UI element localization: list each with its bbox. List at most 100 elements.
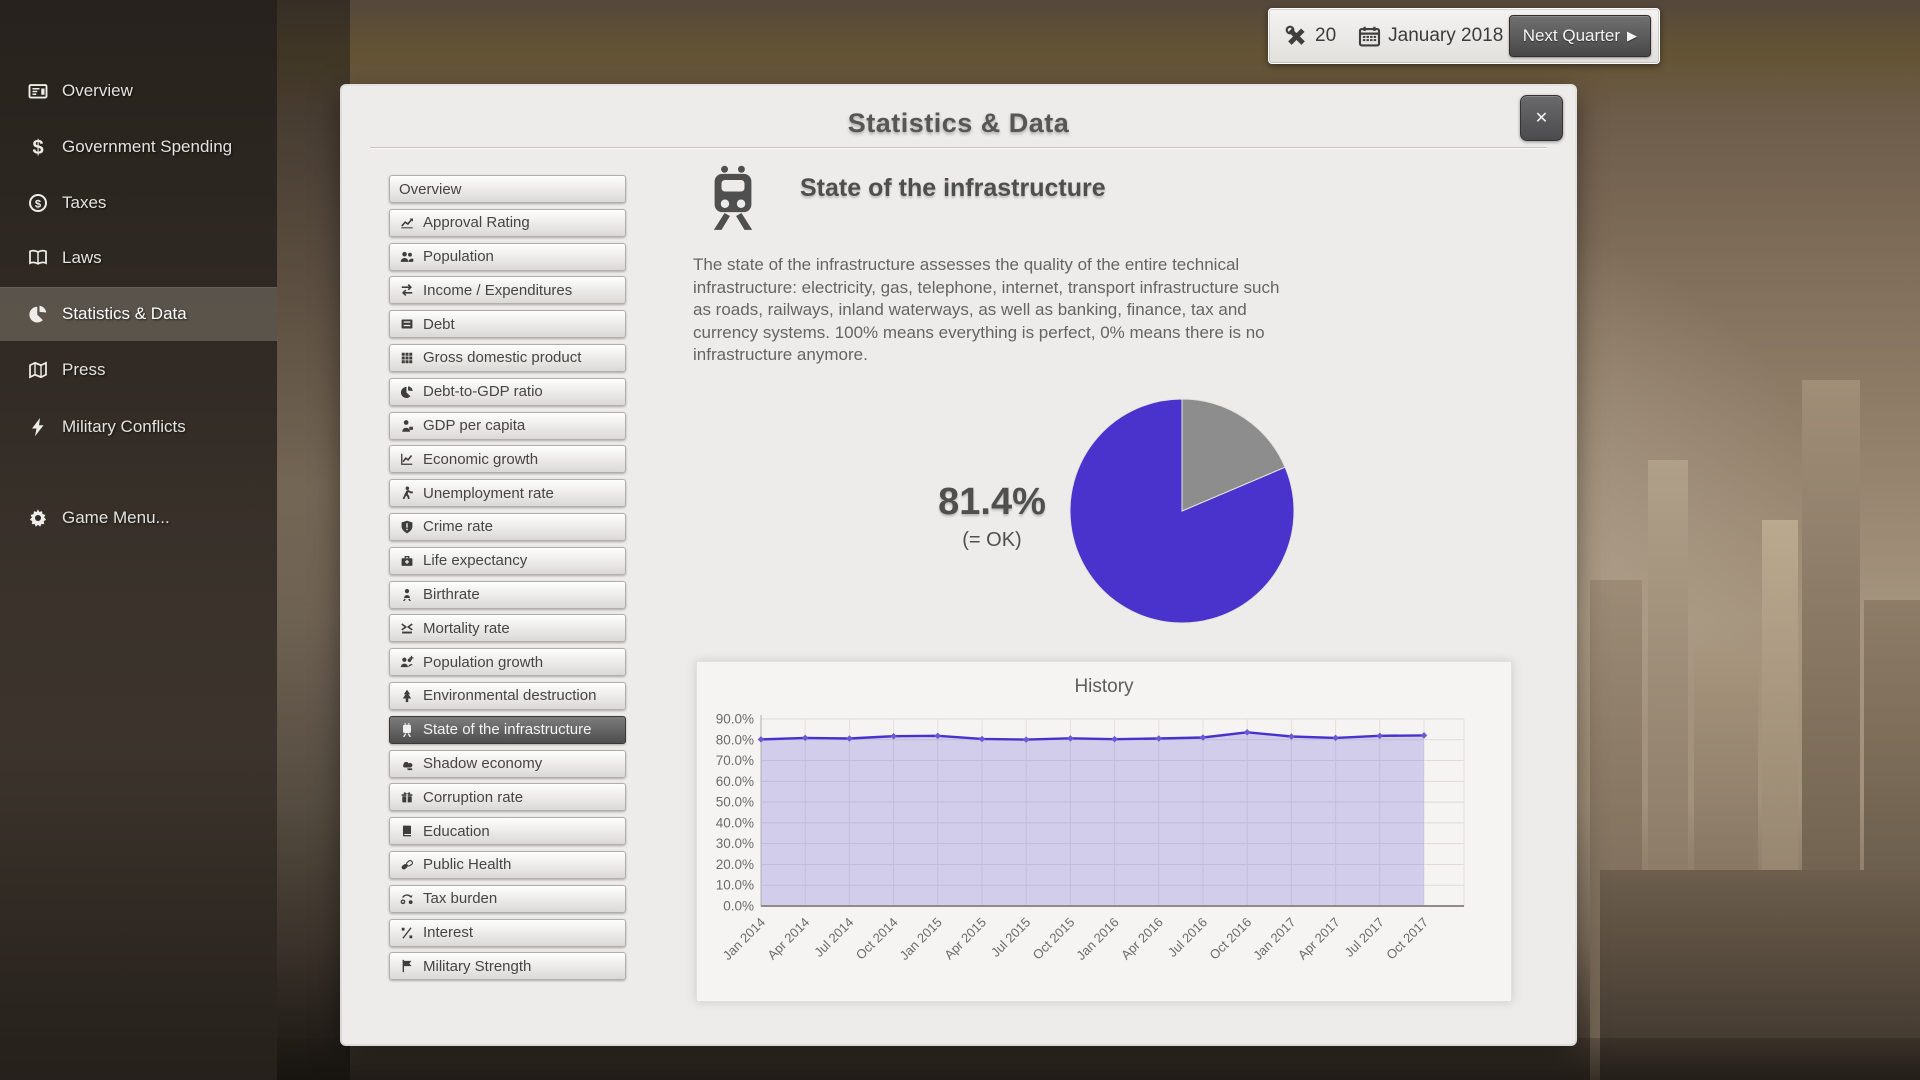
chart-up-icon <box>399 216 415 230</box>
stat-button-label: Tax burden <box>423 890 498 908</box>
svg-text:40.0%: 40.0% <box>716 815 754 830</box>
stat-button-shadow-economy[interactable]: Shadow economy <box>389 749 626 778</box>
stat-button-military-strength[interactable]: Military Strength <box>389 952 626 981</box>
stat-button-crime-rate[interactable]: Crime rate <box>389 512 626 541</box>
svg-text:10.0%: 10.0% <box>716 878 754 893</box>
coin-icon: $ <box>24 193 52 213</box>
stat-button-approval-rating[interactable]: Approval Rating <box>389 208 626 237</box>
svg-text:Oct 2017: Oct 2017 <box>1383 915 1431 963</box>
stat-button-population-growth[interactable]: Population growth <box>389 648 626 677</box>
svg-text:50.0%: 50.0% <box>716 795 754 810</box>
stat-button-label: Shadow economy <box>423 755 543 773</box>
mortality-icon <box>399 621 415 635</box>
gear-icon <box>24 508 52 528</box>
stat-button-label: Birthrate <box>423 586 480 604</box>
stat-button-unemployment-rate[interactable]: Unemployment rate <box>389 479 626 508</box>
stat-button-environmental-destruction[interactable]: Environmental destruction <box>389 681 626 710</box>
svg-text:Jan 2014: Jan 2014 <box>720 915 768 963</box>
stat-button-education[interactable]: Education <box>389 817 626 846</box>
stat-button-state-of-the-infrastructure[interactable]: State of the infrastructure <box>389 715 626 744</box>
history-chart-title: History <box>1074 676 1134 697</box>
sidebar-item-label: Press <box>62 360 106 379</box>
sidebar-item-label: Laws <box>62 248 102 267</box>
stat-button-label: Population growth <box>423 653 544 671</box>
sidebar-item-label: Government Spending <box>62 137 233 156</box>
stat-button-gross-domestic-product[interactable]: Gross domestic product <box>389 343 626 372</box>
line-chart-icon <box>399 452 415 466</box>
swap-icon <box>399 283 415 297</box>
stat-button-public-health[interactable]: Public Health <box>389 850 626 879</box>
stat-button-tax-burden[interactable]: Tax burden <box>389 884 626 913</box>
drawer-icon <box>399 317 415 331</box>
tools-icon <box>1285 25 1308 48</box>
stat-button-corruption-rate[interactable]: Corruption rate <box>389 783 626 812</box>
sidebar: Overview $ Government Spending $ Taxes Laws St… <box>0 0 277 1080</box>
stat-button-population[interactable]: Population <box>389 242 626 271</box>
statistics-dialog: Statistics & Data ✕ Overview Approval Rat… <box>342 86 1575 1044</box>
svg-text:Apr 2014: Apr 2014 <box>764 915 812 963</box>
stat-button-debt-to-gdp-ratio[interactable]: Debt-to-GDP ratio <box>389 377 626 406</box>
stat-button-gdp-per-capita[interactable]: GDP per capita <box>389 411 626 440</box>
stat-button-life-expectancy[interactable]: Life expectancy <box>389 546 626 575</box>
svg-text:Oct 2015: Oct 2015 <box>1030 915 1078 963</box>
stat-button-debt[interactable]: Debt <box>389 310 626 339</box>
svg-text:Oct 2016: Oct 2016 <box>1206 915 1254 963</box>
stat-button-interest[interactable]: Interest <box>389 918 626 947</box>
stat-button-label: Corruption rate <box>423 788 524 806</box>
sidebar-item-government-spending[interactable]: $ Government Spending <box>0 120 277 174</box>
svg-text:Jul 2017: Jul 2017 <box>1342 915 1387 960</box>
stat-button-label: Interest <box>423 924 474 942</box>
svg-text:$: $ <box>32 137 43 157</box>
sidebar-item-label: Game Menu... <box>62 508 170 527</box>
percent-arrow-icon <box>399 892 415 906</box>
stat-button-label: Mortality rate <box>423 619 510 637</box>
calendar-icon <box>1358 25 1381 48</box>
cloud-factory-icon <box>399 757 415 771</box>
sidebar-item-military-conflicts[interactable]: Military Conflicts <box>0 400 277 454</box>
sidebar-item-statistics-data[interactable]: Statistics & Data <box>0 287 277 341</box>
stat-button-economic-growth[interactable]: Economic growth <box>389 445 626 474</box>
svg-text:Oct 2014: Oct 2014 <box>853 915 901 963</box>
stat-button-label: Population <box>423 248 494 266</box>
sidebar-item-laws[interactable]: Laws <box>0 231 277 285</box>
sidebar-item-overview[interactable]: Overview <box>0 64 277 118</box>
svg-text:Jan 2017: Jan 2017 <box>1250 915 1298 963</box>
train-icon <box>710 164 756 237</box>
stat-button-mortality-rate[interactable]: Mortality rate <box>389 614 626 643</box>
svg-text:Apr 2017: Apr 2017 <box>1295 915 1343 963</box>
sidebar-item-label: Statistics & Data <box>62 304 187 323</box>
sidebar-item-game-menu[interactable]: Game Menu... <box>0 491 277 545</box>
dollar-icon: $ <box>24 137 52 157</box>
next-quarter-label: Next Quarter <box>1522 26 1620 45</box>
stat-button-overview[interactable]: Overview <box>389 175 626 203</box>
tools-count-value: 20 <box>1315 25 1337 46</box>
svg-text:Jan 2015: Jan 2015 <box>896 915 944 963</box>
stat-button-label: Economic growth <box>423 450 539 468</box>
stat-description: The state of the infrastructure assesses… <box>693 255 1280 365</box>
next-quarter-button[interactable]: Next Quarter ▶ <box>1508 15 1651 57</box>
person-box-icon <box>399 419 415 433</box>
map-icon <box>24 360 52 380</box>
background-foreground <box>0 1038 1920 1080</box>
stat-heading: State of the infrastructure <box>800 174 1106 202</box>
stat-button-label: Gross domestic product <box>423 349 582 367</box>
sidebar-item-taxes[interactable]: $ Taxes <box>0 176 277 230</box>
stat-button-income-expenditures[interactable]: Income / Expenditures <box>389 276 626 305</box>
shield-icon <box>399 520 415 534</box>
history-panel: History 0.0% 10.0% 20.0% 30.0% 40.0% 50.0% 60.… <box>696 661 1512 1002</box>
stat-value-note: (= OK) <box>962 529 1022 551</box>
stat-button-birthrate[interactable]: Birthrate <box>389 580 626 609</box>
people-plus-icon <box>399 655 415 669</box>
svg-text:$: $ <box>35 198 42 210</box>
date-value: January 2018 <box>1388 25 1504 46</box>
close-button[interactable]: ✕ <box>1520 95 1563 141</box>
history-chart: 0.0% 10.0% 20.0% 30.0% 40.0% 50.0% 60.0% 70.0% 8… <box>716 712 1465 963</box>
sidebar-item-press[interactable]: Press <box>0 343 277 397</box>
svg-text:Jul 2014: Jul 2014 <box>811 915 856 960</box>
sidebar-item-label: Overview <box>62 81 133 100</box>
stat-button-label: Income / Expenditures <box>423 281 573 299</box>
pill-icon <box>399 858 415 872</box>
stat-button-label: Education <box>423 822 490 840</box>
svg-text:Apr 2015: Apr 2015 <box>941 915 989 963</box>
date-display: January 2018 <box>1358 25 1503 48</box>
